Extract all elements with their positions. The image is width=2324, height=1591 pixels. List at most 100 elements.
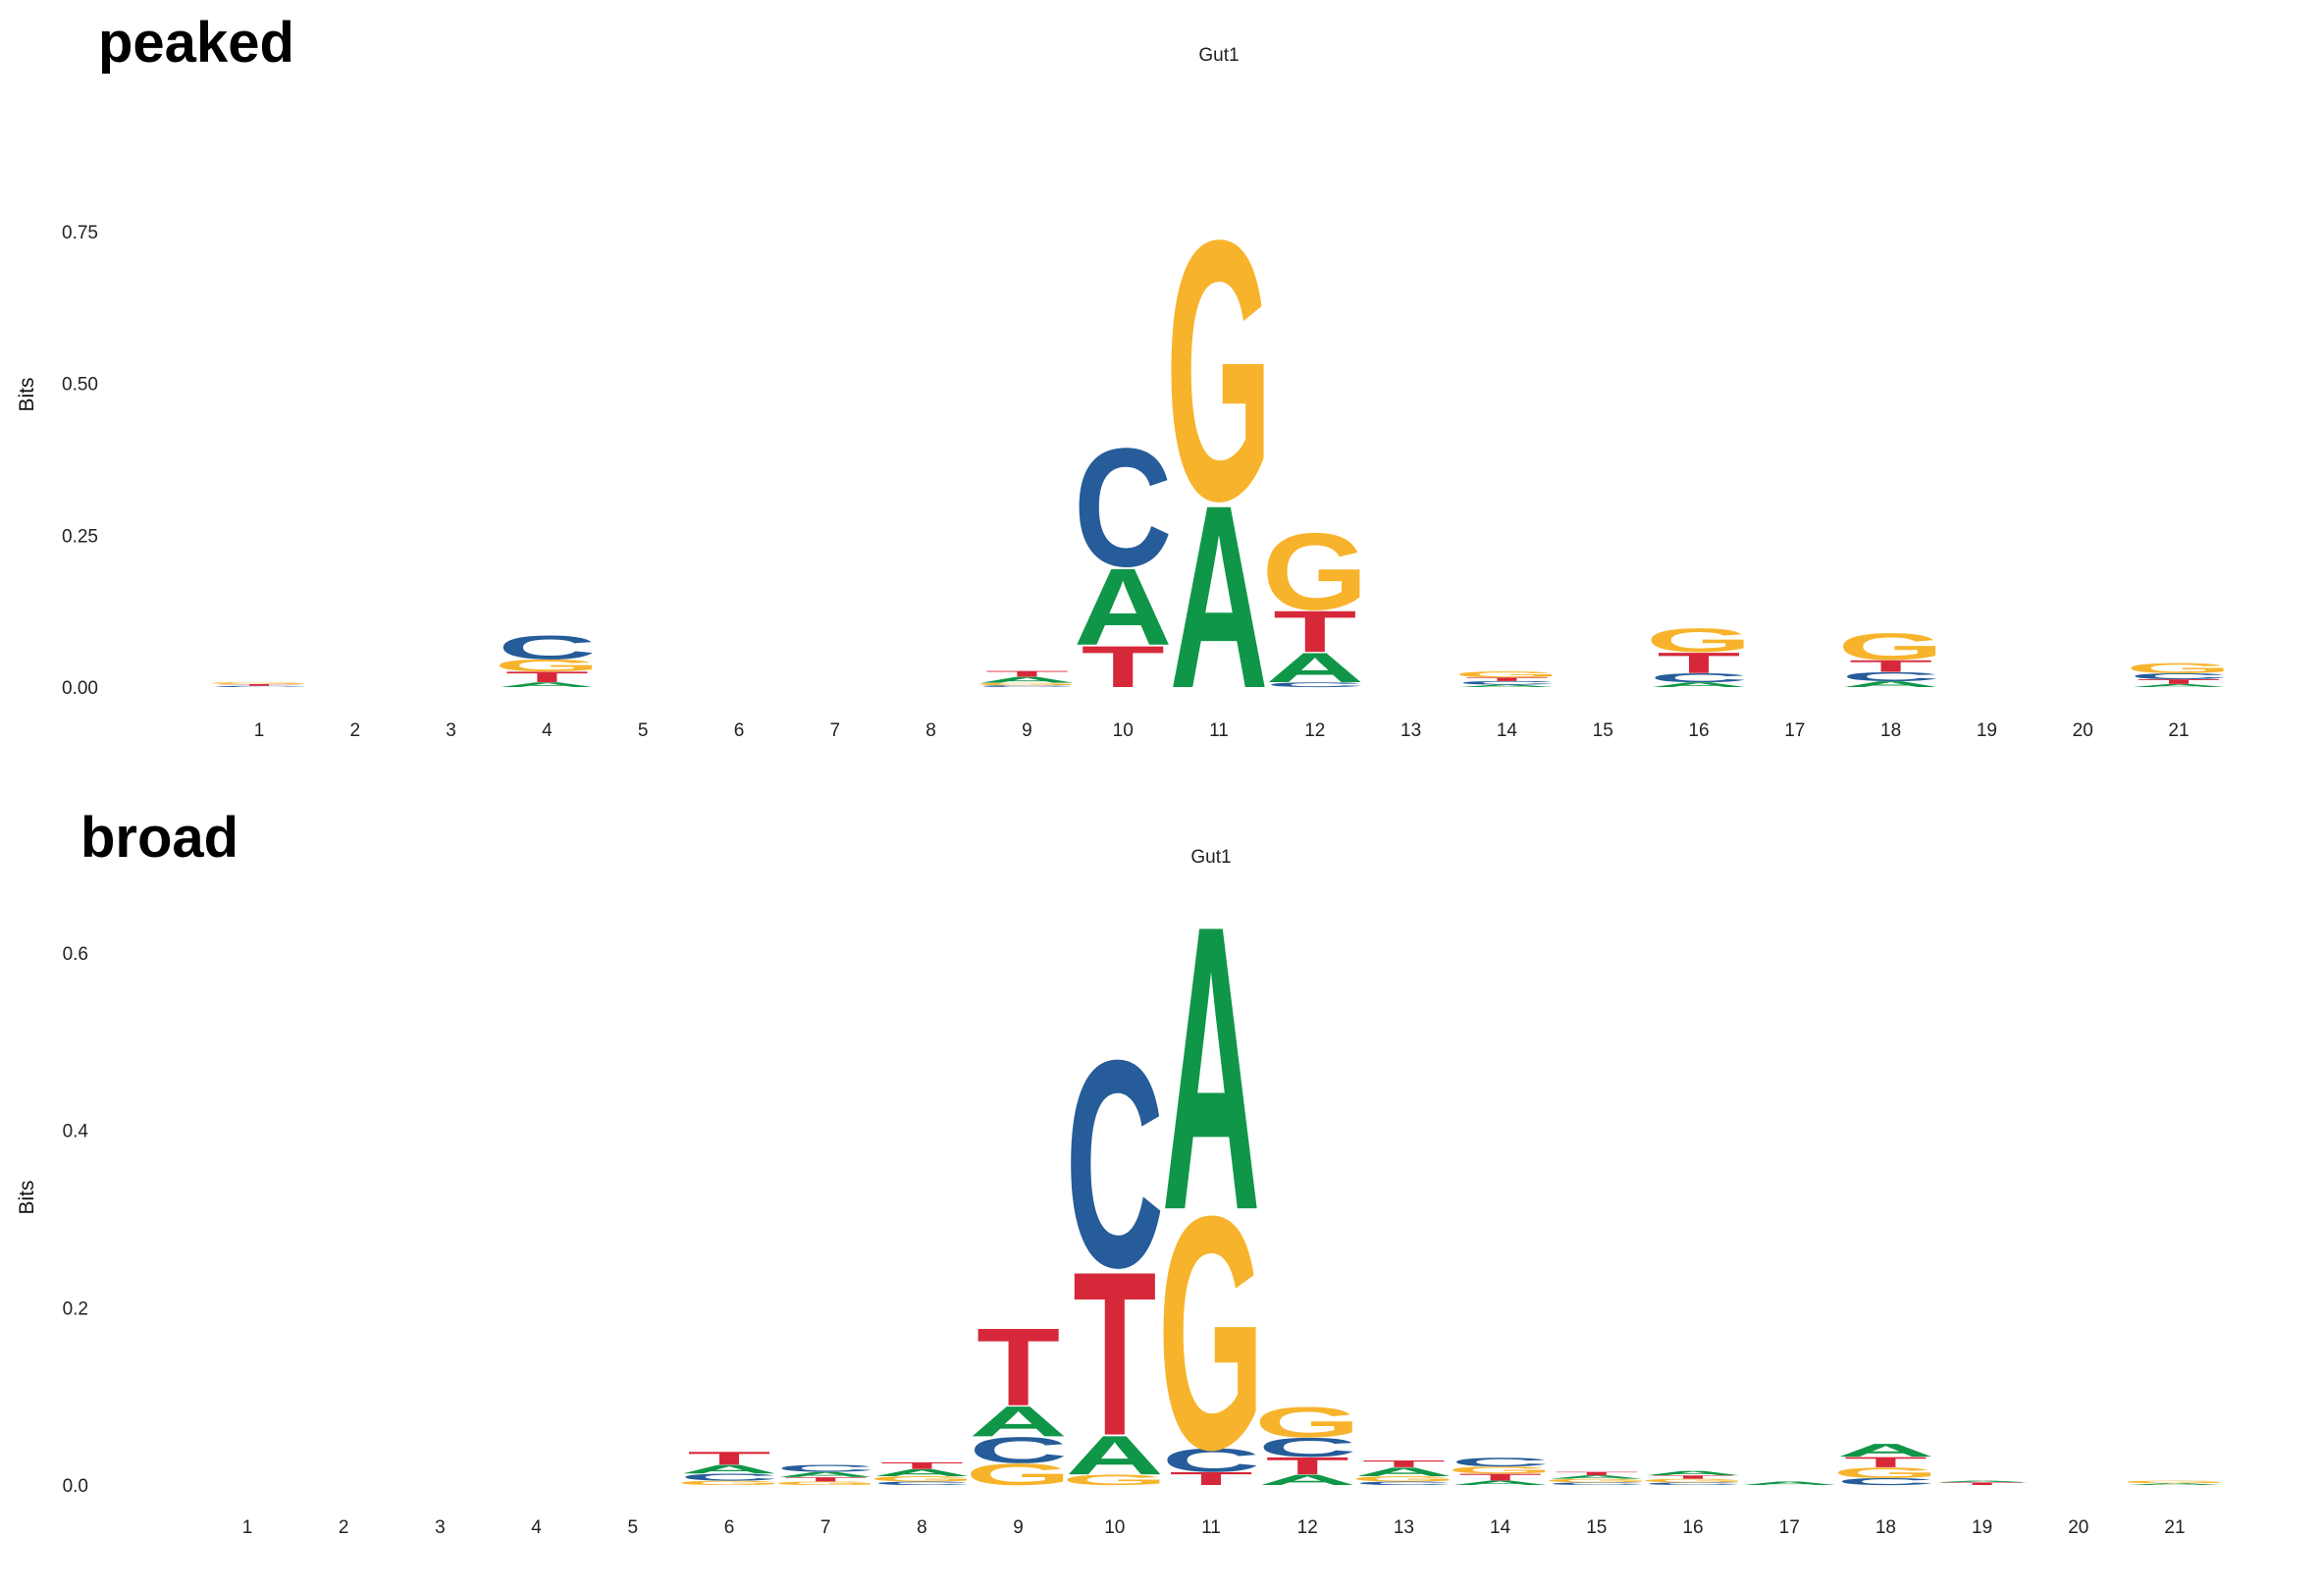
logo-letter-G: G [1646, 621, 1752, 660]
x-tick-label: 8 [917, 1517, 927, 1538]
y-tick-label: 0.75 [62, 223, 98, 243]
logo-letter-C: C [1547, 1482, 1646, 1486]
x-tick-label: 14 [1497, 720, 1518, 741]
panel-label: broad [80, 806, 239, 870]
logo-letter-T: T [1849, 657, 1932, 675]
x-tick-label: 8 [925, 720, 936, 741]
logo-letter-A: A [969, 1397, 1068, 1445]
x-tick-label: 19 [1972, 1517, 1992, 1538]
logo-letter-C: C [1841, 669, 1940, 683]
y-axis-label: Bits [16, 1180, 38, 1214]
x-tick-label: 9 [1022, 720, 1032, 741]
logo-letter-T: T [505, 668, 589, 685]
logo-letter-C: C [1074, 413, 1173, 602]
logo-letter-T: T [1651, 1474, 1734, 1480]
logo-letter-A: A [2126, 1483, 2225, 1486]
logo-letter-A: A [1644, 1469, 1743, 1476]
logo-letter-C: C [1162, 1442, 1261, 1479]
logo-letter-G: G [1350, 1475, 1456, 1483]
logo-letter-G: G [1062, 1471, 1168, 1488]
logo-letter-C: C [2130, 671, 2229, 681]
logo-letter-A: A [1932, 1480, 2032, 1483]
logo-letter-C: C [1457, 680, 1557, 686]
x-tick-label: 10 [1104, 1517, 1125, 1538]
logo-letter-T: T [1458, 1471, 1542, 1482]
logo-stack-pos-17: A [1740, 1480, 1839, 1486]
logo-letter-G: G [1262, 510, 1368, 633]
x-tick-label: 12 [1304, 720, 1325, 741]
x-tick-label: 18 [1880, 720, 1901, 741]
logo-letter-C: C [1836, 1476, 1935, 1487]
panel-label: peaked [98, 11, 294, 75]
logo-letter-G: G [1447, 1464, 1553, 1475]
logo-letter-T: T [1169, 1468, 1252, 1489]
x-tick-label: 16 [1688, 720, 1709, 741]
logo-letter-G: G [1453, 669, 1559, 679]
logo-letter-G: G [772, 1480, 878, 1486]
logo-stack-pos-21: AG [2122, 1480, 2228, 1486]
logo-letter-T: T [1657, 647, 1740, 679]
y-tick-label: 0.6 [63, 944, 88, 965]
logo-letter-G: G [206, 682, 312, 685]
x-tick-label: 14 [1490, 1517, 1511, 1538]
logo-letter-T: T [1266, 1453, 1349, 1480]
logo-letter-A: A [977, 675, 1077, 685]
logo-letter-A: A [2130, 683, 2229, 688]
logo-letter-C: C [1354, 1480, 1453, 1486]
logo-letter-G: G [965, 1458, 1071, 1492]
x-tick-label: 6 [724, 1517, 735, 1538]
y-tick-label: 0.25 [62, 526, 98, 547]
x-tick-label: 19 [1977, 720, 1997, 741]
logo-letter-C: C [1258, 1432, 1357, 1462]
logo-letter-C: C [1451, 1456, 1550, 1469]
logo-letter-C: C [969, 1430, 1068, 1471]
logo-letter-A: A [1451, 1479, 1550, 1486]
x-tick-label: 17 [1784, 720, 1805, 741]
x-tick-label: 3 [446, 720, 456, 741]
logo-letter-G: G [676, 1479, 782, 1486]
logo-letter-A: A [1836, 1440, 1935, 1460]
logo-letter-C: C [1644, 1482, 1743, 1486]
x-tick-label: 15 [1593, 720, 1613, 741]
x-tick-label: 21 [2164, 1517, 2185, 1538]
logo-letter-C: C [210, 685, 309, 687]
x-tick-label: 6 [734, 720, 745, 741]
logo-letter-A: A [1074, 546, 1173, 668]
x-tick-label: 15 [1586, 1517, 1607, 1538]
y-tick-label: 0.0 [63, 1476, 88, 1497]
logo-letter-T: T [1555, 1471, 1638, 1477]
x-tick-label: 7 [830, 720, 841, 741]
logo-letter-T: T [1465, 676, 1549, 682]
logo-panel-broad: broad Gut1 Bits 0.0 0.2 0.4 0.6 1 2 3 4 5 6 7 8 9 10 11 1… [0, 795, 2324, 1591]
logo-letter-A: A [1740, 1480, 1839, 1486]
logo-stack-pos-11: AG [1166, 164, 1272, 743]
logo-letter-T: T [1940, 1482, 2024, 1486]
logo-letter-A: A [1065, 1424, 1164, 1486]
logo-letter-A: A [1162, 841, 1261, 1295]
logo-letter-G: G [1158, 1147, 1264, 1518]
logo-letter-G: G [1544, 1478, 1650, 1484]
x-tick-label: 1 [242, 1517, 253, 1538]
logo-letter-A: A [680, 1462, 779, 1476]
logo-letter-A: A [1354, 1465, 1453, 1479]
x-tick-label: 17 [1779, 1517, 1800, 1538]
logo-stack-pos-1: CTG [206, 682, 312, 688]
x-tick-label: 11 [1209, 720, 1229, 741]
x-tick-label: 20 [2068, 1517, 2088, 1538]
x-tick-label: 16 [1682, 1517, 1703, 1538]
logo-letter-T: T [1273, 599, 1356, 664]
x-tick-label: 1 [254, 720, 265, 741]
logo-letter-T: T [1073, 1224, 1156, 1485]
x-tick-label: 3 [435, 1517, 446, 1538]
